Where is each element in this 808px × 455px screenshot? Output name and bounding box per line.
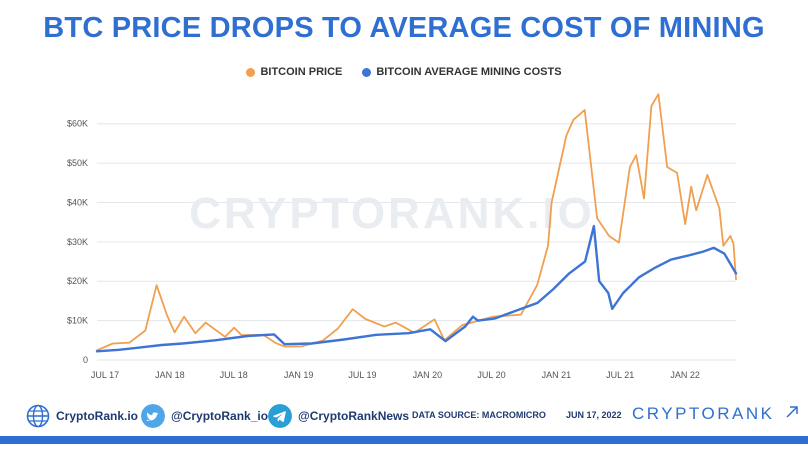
footer-site-label: CryptoRank.io: [56, 409, 139, 423]
legend-item-cost: BITCOIN AVERAGE MINING COSTS: [362, 66, 562, 78]
y-tick-label: $40K: [67, 197, 88, 207]
legend-dot-price: [246, 67, 256, 77]
footer: CryptoRank.io @CryptoRank_io @CryptoRank…: [0, 400, 808, 432]
y-tick-label: 0: [83, 355, 88, 365]
y-tick-label: $20K: [67, 276, 88, 286]
globe-icon: [26, 404, 50, 428]
bottom-bar: [0, 436, 808, 444]
y-tick-label: $60K: [67, 119, 88, 129]
watermark: CRYPTORANK.IO: [189, 189, 595, 238]
x-tick-label: JUL 17: [91, 370, 119, 380]
x-tick-label: JAN 22: [670, 370, 700, 380]
data-source: DATA SOURCE: MACROMICRO: [412, 410, 546, 420]
x-tick-label: JUL 19: [348, 370, 376, 380]
footer-twitter[interactable]: @CryptoRank_io: [141, 404, 268, 428]
x-tick-label: JUL 18: [220, 370, 248, 380]
footer-date: JUN 17, 2022: [566, 410, 622, 420]
x-tick-label: JUL 20: [477, 370, 505, 380]
telegram-icon: [268, 404, 292, 428]
x-tick-label: JAN 20: [413, 370, 443, 380]
legend-label-cost: BITCOIN AVERAGE MINING COSTS: [376, 66, 562, 78]
series-line-mining-cost: [95, 224, 738, 353]
x-tick-label: JAN 18: [155, 370, 185, 380]
footer-telegram-label: @CryptoRankNews: [298, 409, 410, 423]
chart-legend: BITCOIN PRICE BITCOIN AVERAGE MINING COS…: [0, 66, 808, 78]
y-tick-label: $50K: [67, 158, 88, 168]
x-tick-label: JAN 21: [542, 370, 572, 380]
arrow-up-right-icon: [786, 406, 798, 418]
footer-twitter-label: @CryptoRank_io: [171, 409, 269, 423]
legend-dot-cost: [362, 67, 372, 77]
line-chart: 0 $10K $20K $30K $40K $50K $60K CRYPTORANK.IO JU…: [67, 93, 738, 380]
page-title: BTC PRICE DROPS TO AVERAGE COST OF MININ…: [43, 12, 765, 44]
twitter-icon: [141, 404, 165, 428]
x-tick-label: JAN 19: [284, 370, 314, 380]
legend-label-price: BITCOIN PRICE: [260, 66, 343, 78]
y-tick-label: $30K: [67, 237, 88, 247]
brand-logo: CRYPTORANK: [632, 404, 800, 424]
y-tick-label: $10K: [67, 316, 88, 326]
brand-text: CRYPTORANK: [632, 404, 775, 423]
x-tick-label: JUL 21: [606, 370, 634, 380]
footer-telegram[interactable]: @CryptoRankNews: [268, 404, 409, 428]
footer-site[interactable]: CryptoRank.io: [26, 404, 138, 428]
legend-item-price: BITCOIN PRICE: [246, 66, 342, 78]
